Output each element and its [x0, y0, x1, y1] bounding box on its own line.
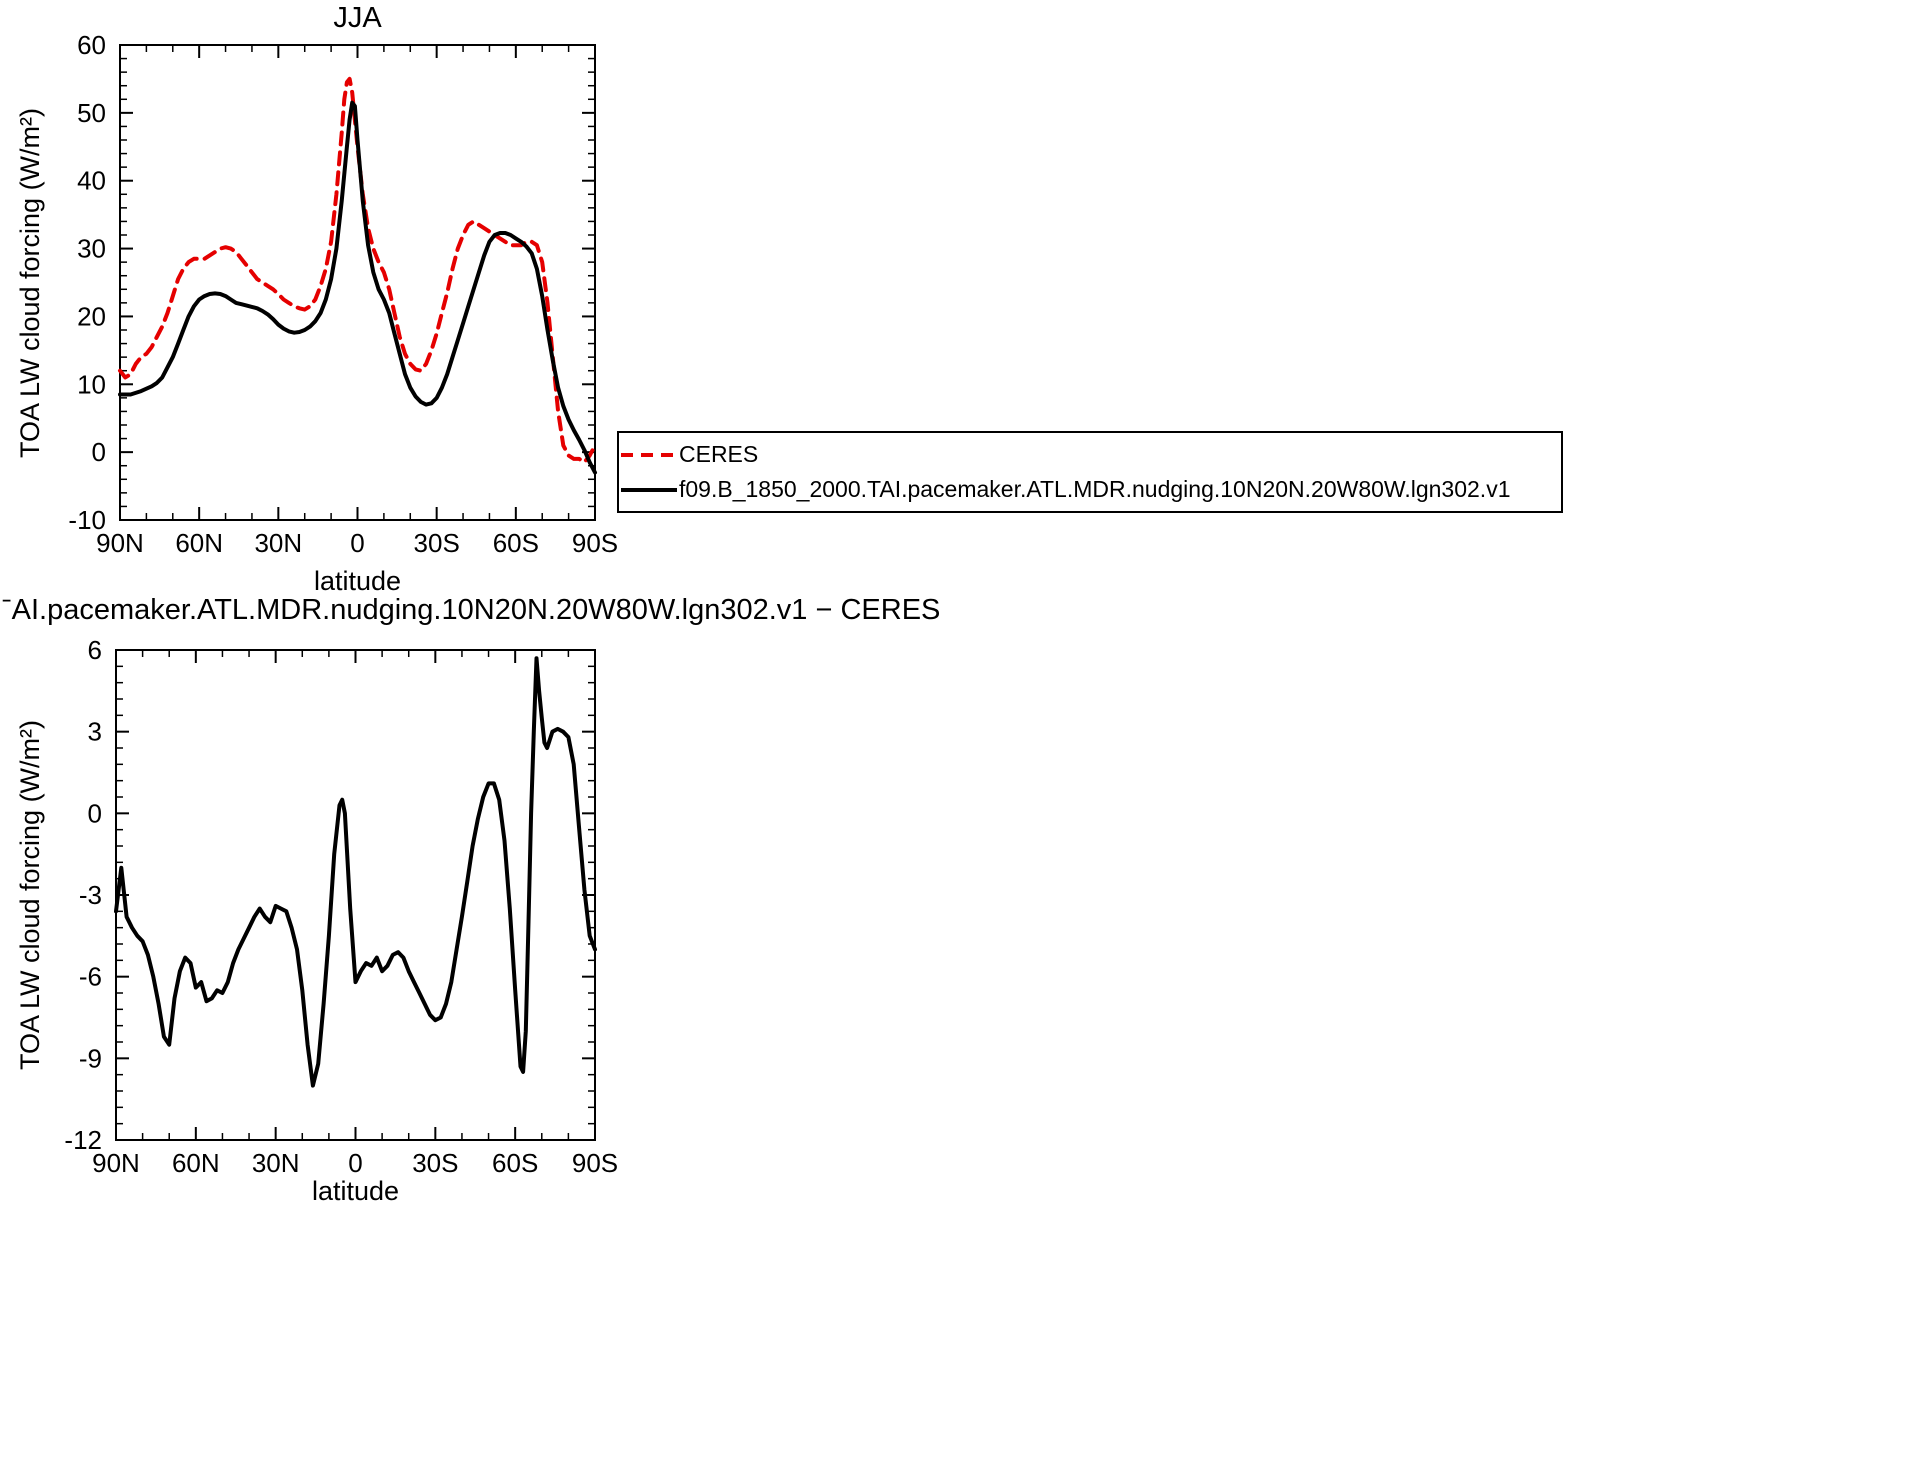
y-tick-label: 20: [77, 301, 106, 331]
legend-entry-ceres: CERES: [621, 441, 1561, 468]
x-tick-label: 30S: [414, 528, 460, 558]
y-tick-label: -3: [79, 880, 102, 910]
y-tick-label: 3: [88, 717, 102, 747]
bottom-chart-title: ˉAI.pacemaker.ATL.MDR.nudging.10N20N.20W…: [2, 594, 941, 626]
x-tick-label: 60N: [175, 528, 223, 558]
y-tick-label: 40: [77, 166, 106, 196]
y-tick-label: 30: [77, 234, 106, 264]
y-tick-label: 60: [77, 30, 106, 60]
ceres-line: [118, 76, 597, 465]
x-tick-label: 0: [350, 528, 364, 558]
diff-line: [114, 656, 597, 1088]
x-tick-label: 60S: [492, 1148, 538, 1178]
x-tick-label: 30N: [252, 1148, 300, 1178]
legend-line-sample-model: [621, 487, 677, 492]
y-tick-label: 10: [77, 369, 106, 399]
bottom-chart: 90N 60N 30N 0 30S 60S 90S -12 -9 -6 -3 0 3 6: [64, 635, 618, 1178]
x-tick-label: 90N: [92, 1148, 140, 1178]
bottom-chart-ylabel: TOA LW cloud forcing (W/m²): [15, 719, 45, 1071]
y-tick-label: 0: [88, 798, 102, 828]
legend-label-ceres: CERES: [679, 441, 759, 467]
top-chart-title: JJA: [333, 2, 382, 34]
bottom-chart-xlabel: latitude: [311, 1176, 400, 1206]
y-tick-label: 0: [92, 437, 106, 467]
y-tick-label: -9: [79, 1043, 102, 1073]
y-tick-label: -10: [68, 505, 106, 535]
legend-label-model: f09.B_1850_2000.TAI.pacemaker.ATL.MDR.nu…: [679, 476, 1511, 502]
x-tick-label: 0: [348, 1148, 362, 1178]
top-chart-xlabel: latitude: [313, 566, 402, 596]
top-chart-ylabel: TOA LW cloud forcing (W/m²): [15, 107, 45, 459]
legend-box: CERES f09.B_1850_2000.TAI.pacemaker.ATL.…: [617, 431, 1563, 513]
legend-line-sample-ceres: [621, 452, 677, 457]
y-tick-label: 6: [88, 635, 102, 665]
x-tick-label: 60S: [493, 528, 539, 558]
top-chart: 90N 60N 30N 0 30S 60S 90S -10 0 10 20 30 40 50 60: [68, 30, 618, 558]
x-tick-label: 90N: [96, 528, 144, 558]
x-tick-label: 60N: [172, 1148, 220, 1178]
legend-entry-model: f09.B_1850_2000.TAI.pacemaker.ATL.MDR.nu…: [621, 476, 1561, 503]
y-tick-label: 50: [77, 98, 106, 128]
x-tick-label: 90S: [572, 528, 618, 558]
y-tick-label: -12: [64, 1125, 102, 1155]
x-tick-label: 90S: [572, 1148, 618, 1178]
x-tick-label: 30S: [412, 1148, 458, 1178]
model-line: [118, 100, 597, 475]
y-tick-label: -6: [79, 962, 102, 992]
x-tick-label: 30N: [254, 528, 302, 558]
